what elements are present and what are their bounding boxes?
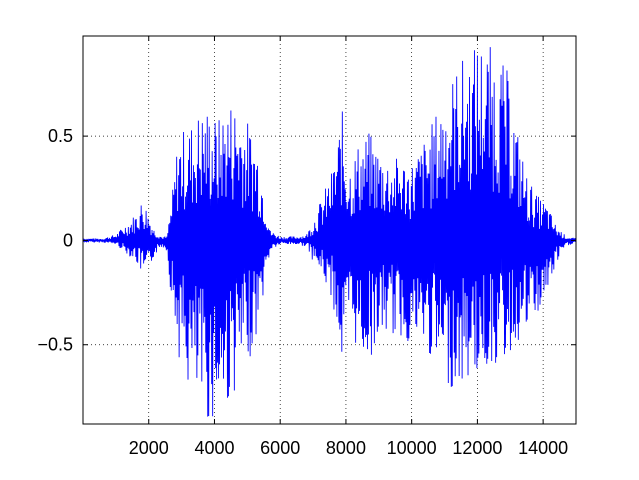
y-tick-label: −0.5	[37, 335, 73, 355]
x-tick-label: 14000	[518, 438, 568, 458]
x-tick-label: 2000	[129, 438, 169, 458]
waveform-series-line	[83, 47, 576, 417]
x-axis-tick-labels: 2000 4000 6000 8000 10000 12000 14000	[129, 438, 568, 458]
y-axis-tick-labels: −0.5 0 0.5	[37, 126, 73, 355]
plot-axes-box	[82, 35, 577, 425]
y-tick-label: 0.5	[48, 126, 73, 146]
x-tick-label: 12000	[452, 438, 502, 458]
x-tick-label: 10000	[387, 438, 437, 458]
x-tick-label: 8000	[326, 438, 366, 458]
y-tick-label: 0	[63, 230, 73, 250]
axis-ticks	[83, 36, 576, 424]
x-tick-label: 6000	[260, 438, 300, 458]
plot-area	[83, 47, 576, 417]
x-tick-label: 4000	[194, 438, 234, 458]
